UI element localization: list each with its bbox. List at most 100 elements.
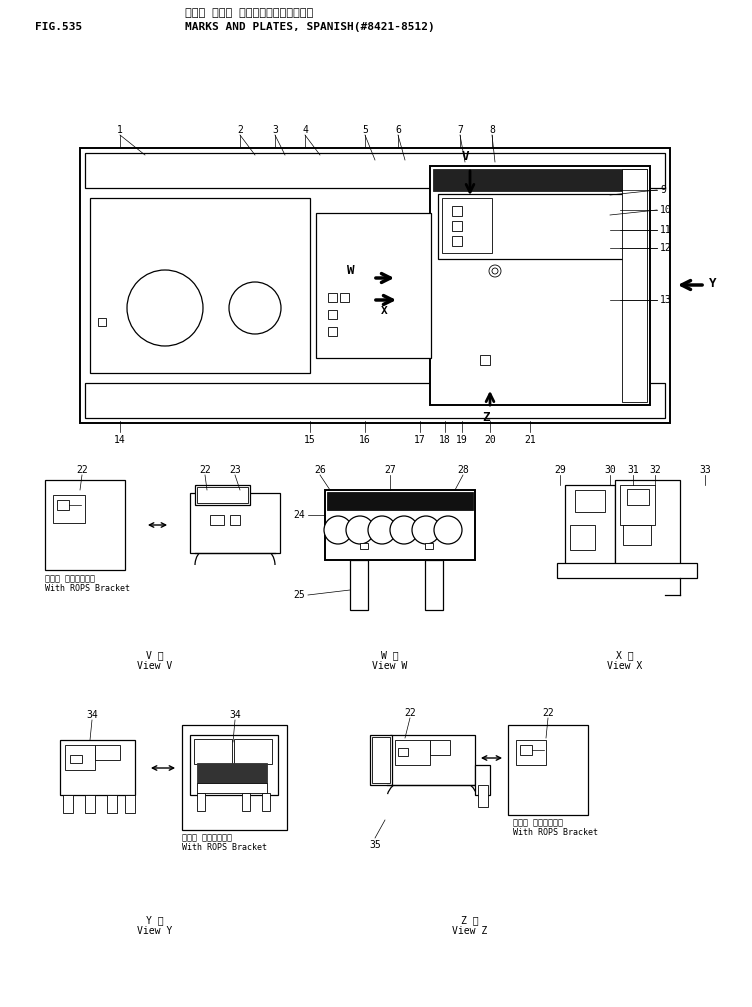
Text: 22: 22 — [76, 465, 88, 475]
Text: X 視: X 視 — [616, 650, 634, 660]
Text: 17: 17 — [414, 435, 426, 445]
Bar — [95, 745, 120, 760]
Circle shape — [127, 270, 203, 346]
Text: 34: 34 — [86, 710, 98, 720]
Bar — [234, 739, 272, 764]
Text: 30: 30 — [604, 465, 616, 475]
Circle shape — [412, 516, 440, 544]
Text: マーク オヨビ プレート（スペインゴ）: マーク オヨビ プレート（スペインゴ） — [185, 8, 314, 18]
Text: 35: 35 — [369, 840, 381, 850]
Text: ロプス ブラケット付: ロプス ブラケット付 — [45, 574, 95, 583]
Bar — [425, 560, 443, 610]
Bar — [442, 198, 492, 253]
Bar — [340, 293, 349, 302]
Text: 19: 19 — [456, 435, 468, 445]
Circle shape — [489, 265, 501, 277]
Circle shape — [492, 268, 498, 274]
Text: Z: Z — [482, 411, 490, 424]
Bar — [242, 793, 250, 811]
Text: 6: 6 — [395, 125, 401, 135]
Text: 11: 11 — [660, 225, 672, 235]
Text: MARKS AND PLATES, SPANISH(#8421-8512): MARKS AND PLATES, SPANISH(#8421-8512) — [185, 22, 435, 32]
Bar — [182, 725, 287, 830]
Text: View X: View X — [608, 661, 643, 671]
Text: 13: 13 — [660, 295, 672, 305]
Bar — [60, 740, 135, 795]
Text: 22: 22 — [542, 708, 554, 718]
Text: Y: Y — [709, 277, 717, 290]
Text: 10: 10 — [660, 205, 672, 215]
Bar — [45, 480, 125, 570]
Bar — [390, 735, 475, 785]
Bar — [475, 765, 490, 795]
Bar — [85, 383, 665, 418]
Text: 1: 1 — [117, 125, 123, 135]
Bar — [570, 525, 595, 550]
Text: View Z: View Z — [453, 926, 487, 936]
Text: View V: View V — [138, 661, 173, 671]
Bar — [98, 318, 106, 326]
Text: With ROPS Bracket: With ROPS Bracket — [45, 584, 130, 593]
Bar — [197, 783, 267, 793]
Bar — [438, 194, 642, 259]
Bar — [197, 793, 205, 811]
Bar — [372, 737, 390, 783]
Bar — [360, 543, 368, 549]
Bar — [328, 310, 337, 319]
Text: 29: 29 — [554, 465, 566, 475]
Text: 18: 18 — [439, 435, 451, 445]
Bar — [478, 785, 488, 807]
Text: 27: 27 — [384, 465, 396, 475]
Bar — [194, 739, 232, 764]
Text: 12: 12 — [660, 243, 672, 253]
Text: Z 視: Z 視 — [461, 915, 479, 925]
Bar — [615, 480, 680, 570]
Bar — [190, 735, 278, 795]
Circle shape — [229, 282, 281, 334]
Bar — [575, 490, 605, 512]
Bar — [398, 748, 408, 756]
Bar — [325, 490, 475, 560]
Text: 28: 28 — [457, 465, 469, 475]
Text: View W: View W — [372, 661, 408, 671]
Bar — [53, 495, 85, 523]
Bar — [65, 745, 95, 770]
Text: ロプス ブラケット付: ロプス ブラケット付 — [182, 833, 232, 842]
Bar — [190, 493, 280, 553]
Circle shape — [346, 516, 374, 544]
Bar — [452, 206, 462, 215]
Circle shape — [368, 516, 396, 544]
Bar — [85, 795, 95, 813]
Bar — [197, 763, 267, 783]
Text: 5: 5 — [362, 125, 368, 135]
Text: 33: 33 — [699, 465, 711, 475]
Text: 4: 4 — [302, 125, 308, 135]
Bar — [430, 166, 650, 405]
Bar — [480, 355, 490, 365]
Bar — [57, 500, 69, 510]
Bar — [85, 153, 665, 188]
Text: 34: 34 — [229, 710, 241, 720]
Circle shape — [434, 516, 462, 544]
Bar — [316, 213, 431, 358]
Bar — [452, 221, 462, 231]
Text: 16: 16 — [359, 435, 371, 445]
Bar — [508, 725, 588, 815]
Bar — [557, 563, 697, 578]
Bar — [516, 740, 546, 765]
Bar — [395, 740, 430, 765]
Bar — [452, 236, 462, 246]
Text: 32: 32 — [649, 465, 661, 475]
Text: With ROPS Bracket: With ROPS Bracket — [182, 843, 267, 852]
Bar — [262, 793, 270, 811]
Text: 31: 31 — [627, 465, 639, 475]
Bar — [433, 169, 647, 191]
Text: 24: 24 — [293, 510, 305, 520]
Bar — [210, 515, 224, 525]
Text: 14: 14 — [114, 435, 126, 445]
Bar — [622, 169, 647, 402]
Bar — [90, 198, 310, 373]
Bar — [230, 515, 240, 525]
Text: With ROPS Bracket: With ROPS Bracket — [513, 828, 598, 837]
Bar — [350, 560, 368, 610]
